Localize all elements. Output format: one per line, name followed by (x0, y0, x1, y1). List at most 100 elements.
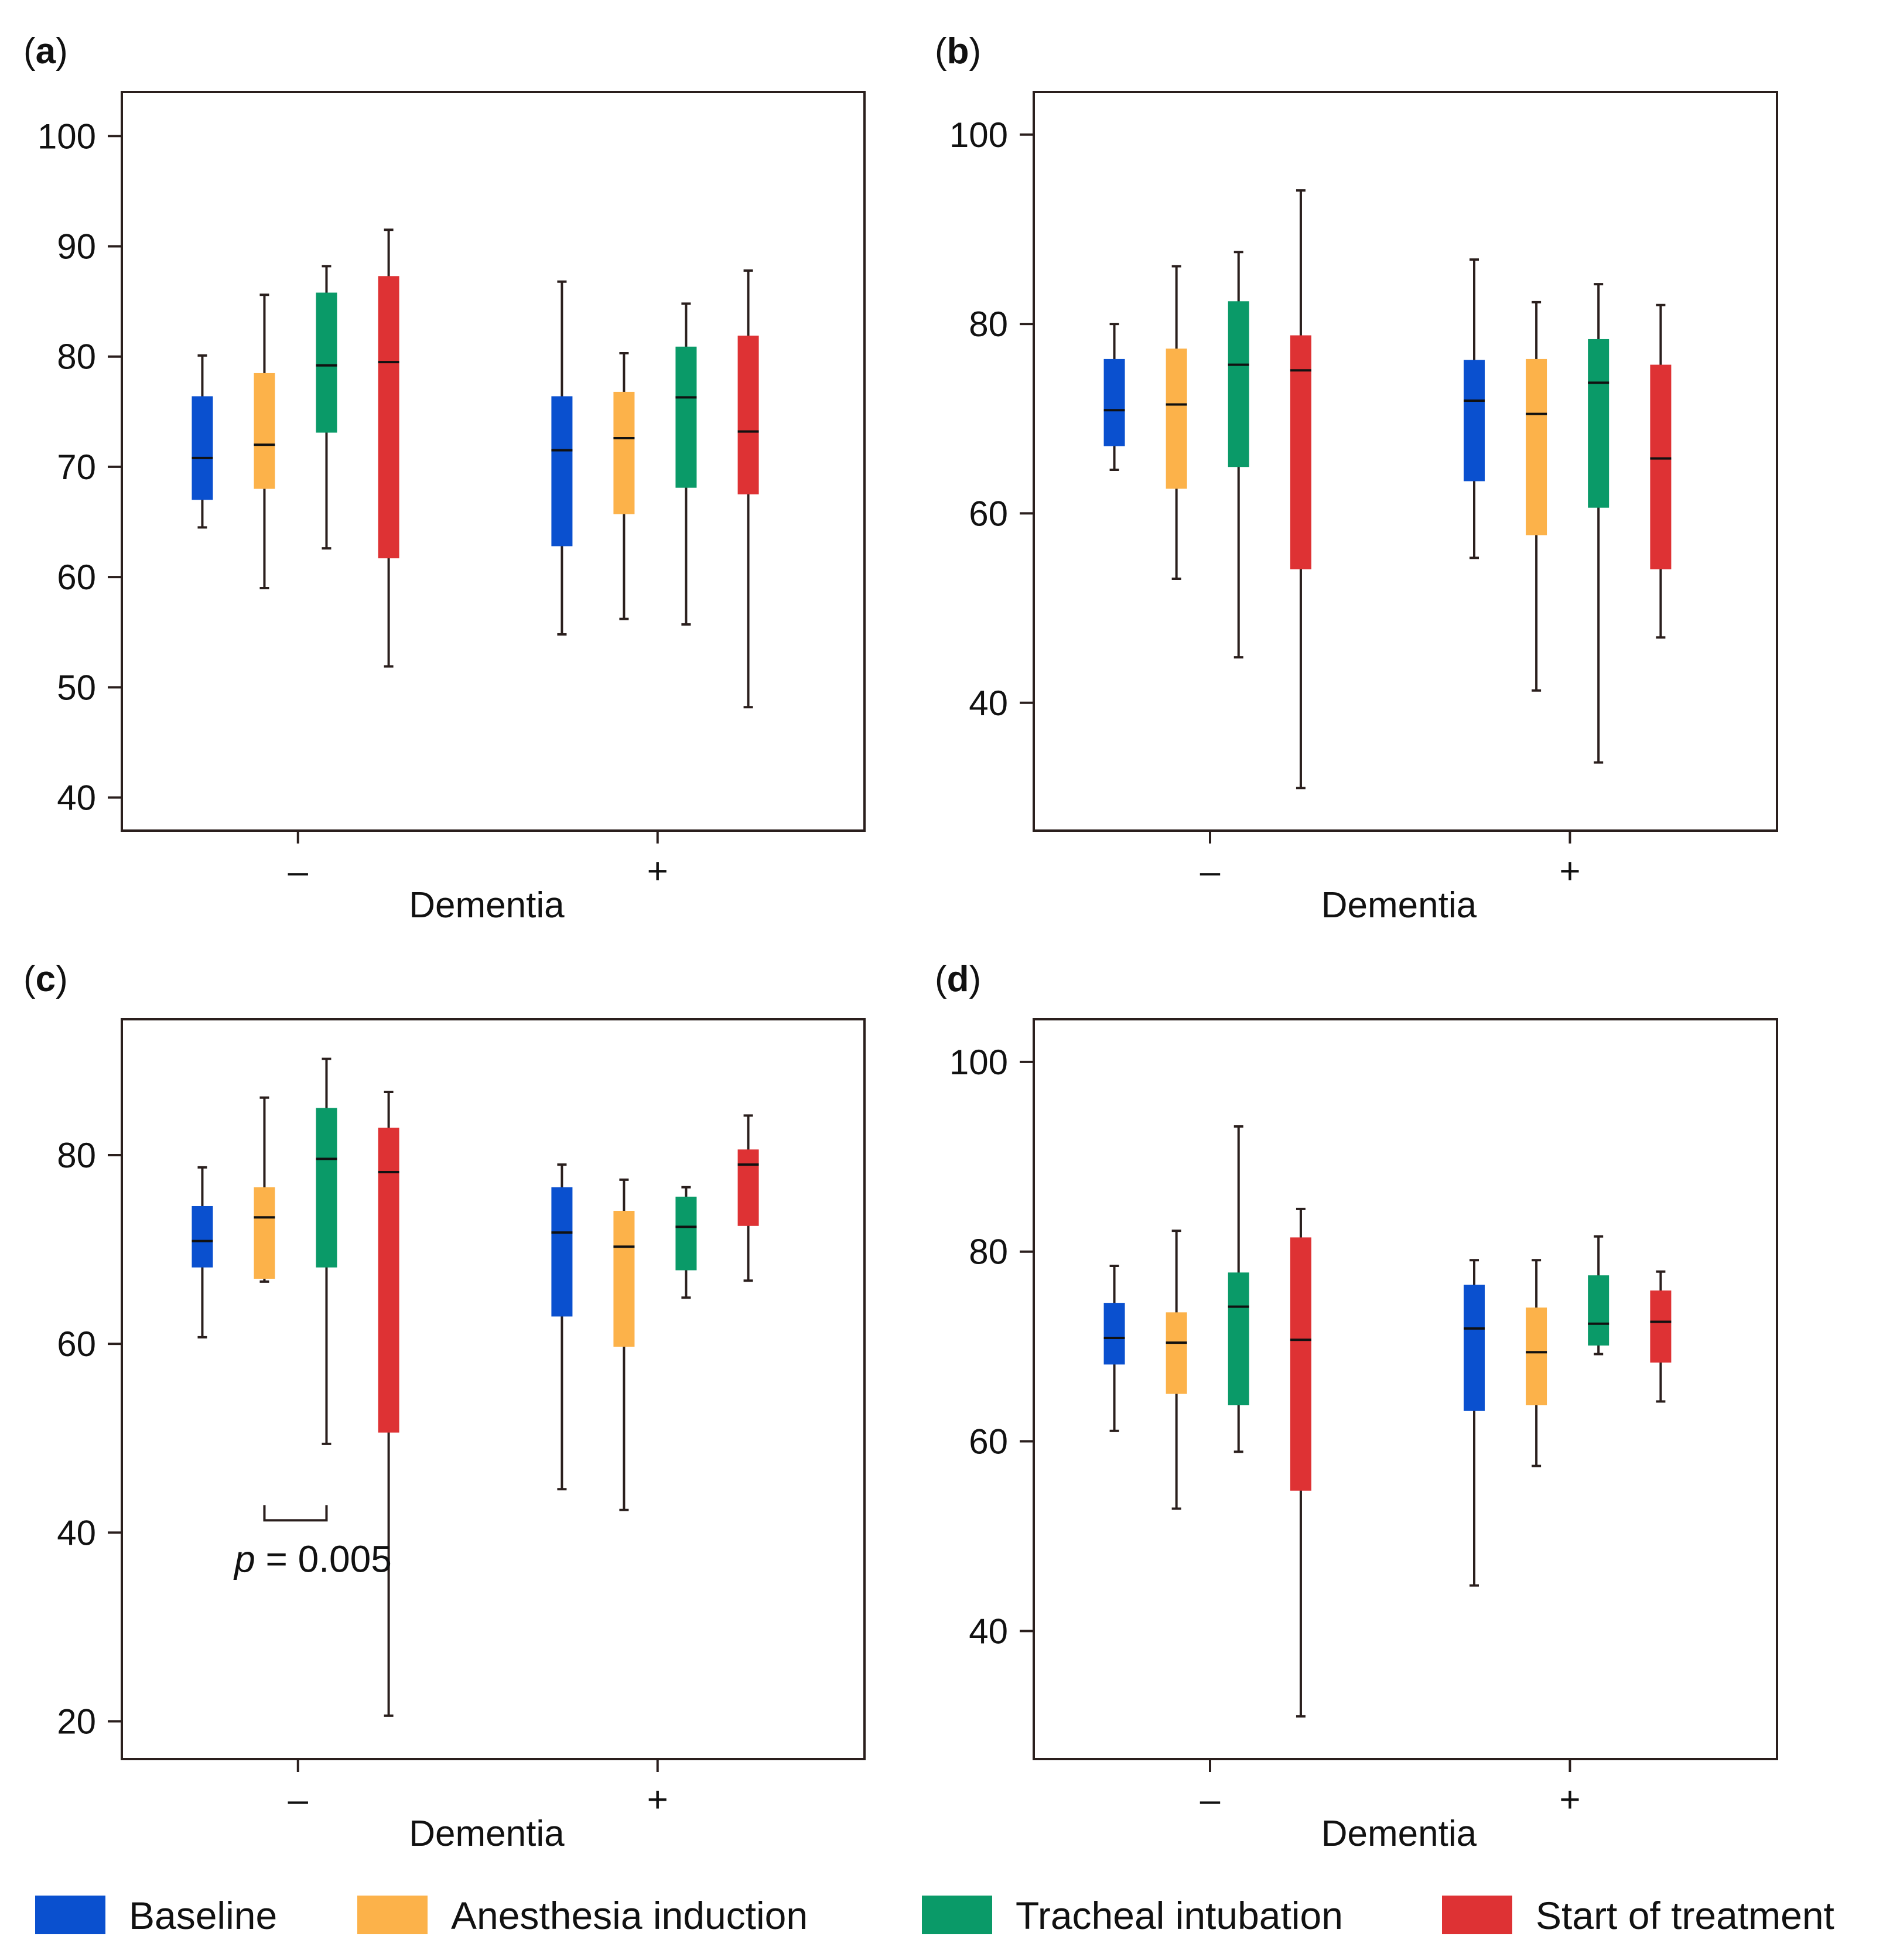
box-iqr (675, 346, 697, 488)
x-axis-label: Dementia (409, 1814, 565, 1854)
x-axis-label: Dementia (1321, 1814, 1477, 1854)
y-tick-label: 40 (969, 1611, 1008, 1651)
y-tick-label: 60 (57, 1324, 96, 1364)
plot-frame (1033, 1018, 1778, 1760)
panel-d: (d) 40 60 80 100 – + Dementia (935, 959, 1778, 1854)
box-tracheal-intubation (316, 1057, 337, 1445)
panel-label-letter: d (947, 959, 969, 999)
y-tick-label: 20 (57, 1702, 96, 1742)
box-start-of-treatment (1290, 1207, 1311, 1718)
panel-label-open: ( (935, 959, 947, 999)
y-tick-label: 80 (969, 305, 1008, 344)
box-iqr (551, 396, 573, 547)
x-tick-label: + (1559, 1780, 1580, 1820)
panel-label-open: ( (23, 959, 36, 999)
legend-swatch (35, 1896, 105, 1934)
box-tracheal-intubation (1588, 1235, 1609, 1355)
panel-label-open: ( (935, 31, 947, 71)
panel-b: (b) 40 60 80 100 – + Dementia (935, 31, 1778, 926)
x-tick-label: – (288, 851, 309, 892)
box-baseline (192, 1166, 213, 1338)
x-tick-label: + (647, 1780, 668, 1820)
box-iqr (675, 1196, 697, 1271)
panel-label-letter: b (947, 31, 969, 71)
box-tracheal-intubation (1228, 251, 1249, 659)
legend-item: Tracheal intubation (922, 1894, 1343, 1937)
box-iqr (192, 1206, 213, 1268)
box-iqr (1103, 1303, 1125, 1365)
box-iqr (1526, 1307, 1547, 1406)
box-iqr (1290, 1237, 1311, 1491)
box-iqr (1166, 1312, 1187, 1394)
box-start-of-treatment (737, 1114, 759, 1282)
significance-bracket (263, 1505, 328, 1522)
x-tick-label: + (647, 851, 668, 892)
y-tick-label: 80 (57, 1136, 96, 1175)
box-anesthesia-induction (1166, 1230, 1187, 1510)
y-tick-label: 100 (37, 117, 96, 156)
legend: Baseline Anesthesia induction Tracheal int… (35, 1894, 1834, 1937)
box-start-of-treatment (1290, 189, 1311, 790)
box-baseline (551, 280, 573, 636)
box-tracheal-intubation (675, 302, 697, 626)
box-iqr (1650, 1290, 1672, 1363)
panel-label-close: ) (56, 959, 68, 999)
panel-label-open: ( (23, 31, 36, 71)
panel-label-b: (b) (935, 31, 981, 71)
box-iqr (1228, 301, 1249, 467)
y-tick-label: 90 (57, 227, 96, 266)
y-tick-label: 70 (57, 448, 96, 487)
box-anesthesia-induction (1526, 301, 1547, 692)
legend-item: Baseline (35, 1894, 277, 1937)
box-iqr (1166, 349, 1187, 489)
box-iqr (551, 1187, 573, 1317)
box-start-of-treatment (1650, 303, 1672, 639)
box-iqr (737, 1149, 759, 1226)
panel-a: (a) 40 50 60 70 80 90 100 – + Dementia (23, 31, 866, 926)
panel-label-a: (a) (23, 31, 68, 71)
y-tick-label: 100 (949, 115, 1008, 155)
box-iqr (378, 276, 399, 559)
box-iqr (613, 1211, 635, 1347)
box-anesthesia-induction (1526, 1259, 1547, 1467)
legend-swatch (1442, 1896, 1512, 1934)
panel-label-c: (c) (23, 959, 68, 999)
legend-item: Anesthesia induction (357, 1894, 808, 1937)
box-baseline (1464, 1259, 1485, 1587)
box-iqr (1588, 339, 1609, 508)
box-iqr (1290, 335, 1311, 569)
plot-frame (1033, 91, 1778, 832)
plot-frame (121, 91, 866, 832)
y-tick-label: 40 (969, 684, 1008, 723)
p-value-text: = 0.005 (255, 1538, 392, 1580)
plot-frame (121, 1018, 866, 1760)
box-iqr (192, 396, 213, 500)
y-tick-label: 50 (57, 668, 96, 707)
box-iqr (316, 1108, 337, 1268)
x-axis-label: Dementia (1321, 885, 1477, 926)
y-tick-label: 80 (969, 1232, 1008, 1272)
box-iqr (1650, 364, 1672, 569)
box-baseline (192, 354, 213, 529)
legend-swatch (922, 1896, 992, 1934)
y-tick-label: 100 (949, 1043, 1008, 1082)
box-iqr (1588, 1275, 1609, 1346)
y-tick-label: 60 (57, 558, 96, 597)
box-iqr (1103, 358, 1125, 446)
box-baseline (1464, 258, 1485, 559)
x-axis-label: Dementia (409, 885, 565, 926)
x-tick-label: – (1200, 1780, 1221, 1820)
y-tick-label: 80 (57, 337, 96, 377)
box-start-of-treatment (378, 228, 399, 668)
box-baseline (1103, 323, 1125, 472)
box-tracheal-intubation (1588, 283, 1609, 764)
box-tracheal-intubation (316, 265, 337, 550)
box-iqr (737, 335, 759, 494)
panel-label-close: ) (969, 31, 982, 71)
p-value-label: p = 0.005 (233, 1538, 392, 1580)
box-baseline (1103, 1265, 1125, 1432)
y-tick-label: 40 (57, 778, 96, 818)
box-baseline (551, 1163, 573, 1491)
x-tick-label: – (288, 1780, 309, 1820)
